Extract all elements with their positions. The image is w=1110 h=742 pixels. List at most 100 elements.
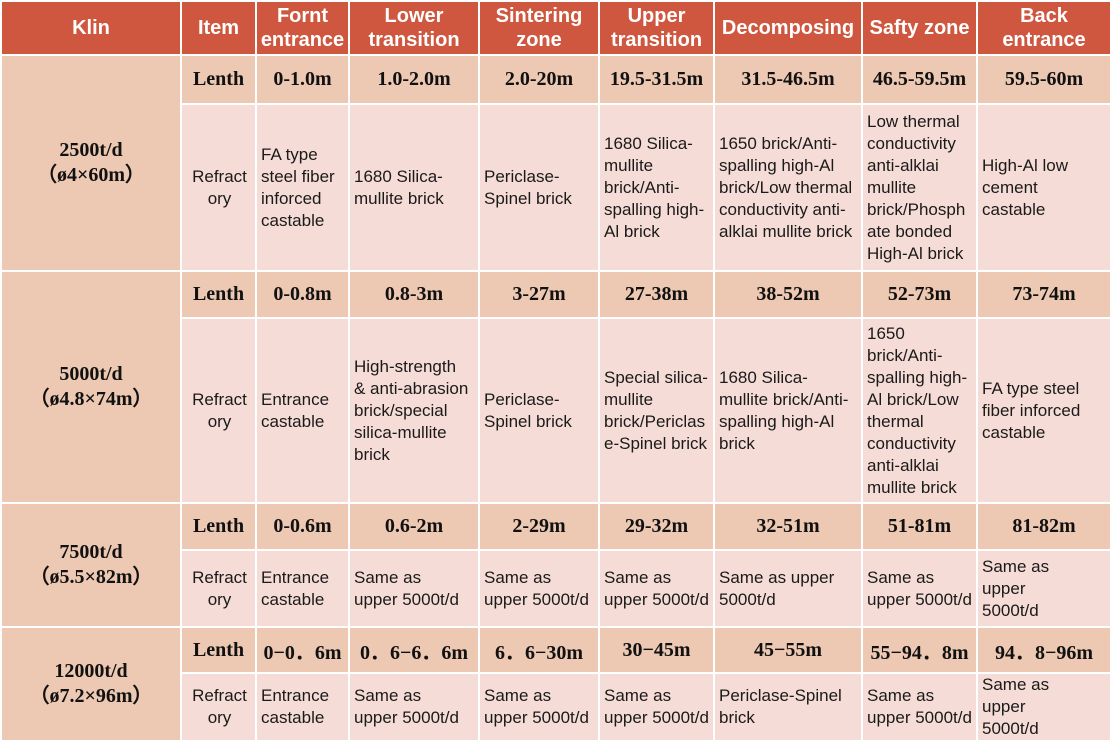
text-line: brick [719,708,755,727]
text-line: entrance [260,29,345,51]
length-upper-transition: 19.5-31.5m [598,54,715,105]
text-line: silica-mullite [354,422,447,442]
text-line: Item [197,17,240,39]
length-back-entrance: 59.5-60m [976,54,1110,105]
text-line: brick/Low thermal [719,177,853,197]
length-lower-transition: 0．6−6．6m [348,626,480,674]
header-safty-zone: Safty zone [861,0,978,56]
text-line: steel fiber [261,166,335,186]
length-safty-zone: 55−94．8m [861,626,978,674]
text-line: fiber inforced [982,400,1081,420]
text-line: Entrance [261,389,330,409]
length-decomposing: 45−55m [713,626,863,674]
refractory-front-entrance: Entrance castable [255,317,350,504]
length-upper-transition: 27-38m [598,270,715,319]
text-line: ate bonded [867,221,953,241]
header-decomposing: Decomposing [713,0,863,56]
text-line: entrance [1002,29,1086,51]
text-line: Lower [384,5,444,27]
text-line: conductivity [867,433,956,453]
text-line: Sintering [495,5,583,27]
refractory-upper-transition: Same as upper 5000t/d [598,549,715,628]
text-line: mullite brick/Anti- [719,389,849,409]
length-lower-transition: 0.8-3m [348,270,480,319]
text-line: anti-alklai [867,455,939,475]
header-sintering-zone: Sintering zone [478,0,600,56]
text-line: 5000t/d [982,600,1039,620]
text-line: inforced [261,188,322,208]
text-line: Periclase-Spinel [719,686,842,705]
text-line: High-Al brick [867,243,964,263]
refractory-safty-zone: Same as upper 5000t/d [861,672,978,742]
text-line: Same as [484,567,552,587]
refractory-decomposing: 1680 Silica-mullite brick/Anti-spalling … [713,317,863,504]
refractory-lower-transition: High-strength & anti-abrasion brick/specia… [348,317,480,504]
refractory-row: Refract ory Entrance castable High-strength &… [1,317,1110,504]
text-line: upper 5000t/d [604,589,709,609]
refractory-lower-transition: Same as upper 5000t/d [348,672,480,742]
length-upper-transition: 30−45m [598,626,715,674]
text-line: upper 5000t/d [354,589,459,609]
text-line: 12000t/d [54,660,128,682]
text-line: Same as [354,686,422,705]
text-line: upper 5000t/d [484,708,589,727]
length-label: Lenth [180,626,257,674]
text-line: brick/Anti- [604,177,680,197]
text-line: Fornt [276,5,329,27]
text-line: castable [261,411,325,431]
text-line: Refract [192,567,247,587]
length-label: Lenth [180,270,257,319]
text-line: Refract [192,686,247,705]
text-line: Same as [982,675,1050,694]
text-line: Safty zone [869,17,970,39]
length-row: 7500t/d （ø5.5×82m） Lenth 0-0.6m 0.6-2m 2-29m 2… [0,502,1110,628]
length-label: Lenth [180,54,257,105]
text-line: Same as [982,556,1050,576]
length-decomposing: 38-52m [713,270,863,319]
text-line: mullite [867,177,917,197]
refractory-front-entrance: FA type steel fiber inforced castable [255,103,350,272]
refractory-sintering-zone: Same as upper 5000t/d [478,672,600,742]
refractory-sintering-zone: Same as upper 5000t/d [478,549,600,628]
text-line: spalling high- [867,367,968,387]
header-lower-transition: Lower transition [348,0,480,56]
text-line: mullite [604,389,654,409]
text-line: Entrance [261,567,330,587]
text-line: （ø7.2×96m） [29,685,153,707]
text-line: （ø4×60m） [36,164,146,186]
refractory-label: Refract ory [180,317,257,504]
text-line: ory [207,589,232,609]
text-line: brick/Anti- [867,345,943,365]
header-back-entrance: Back entrance [976,0,1110,56]
text-line: High-strength [354,356,457,376]
refractory-front-entrance: Entrance castable [255,549,350,628]
text-line: ory [207,188,232,208]
text-line: Same as [484,686,552,705]
text-line: Spinel brick [484,411,572,431]
length-sintering-zone: 6．6−30m [478,626,600,674]
length-back-entrance: 81-82m [976,502,1110,551]
text-line: Klin [72,17,110,39]
text-line: 1680 Silica- [604,133,693,153]
length-safty-zone: 52-73m [861,270,978,319]
text-line: Same as [867,567,935,587]
text-line: upper 5000t/d [867,708,972,727]
refractory-lower-transition: 1680 Silica-mullite brick [348,103,480,272]
text-line: & anti-abrasion [354,378,469,398]
text-line: （ø4.8×74m） [29,388,153,410]
text-line: upper [982,578,1026,598]
length-decomposing: 32-51m [713,502,863,551]
refractory-decomposing: Periclase-Spinel brick [713,672,863,742]
length-lower-transition: 0.6-2m [348,502,480,551]
kiln-capacity-cell: 12000t/d （ø7.2×96m） [0,626,182,742]
header-upper-transition: Upper transition [598,0,715,56]
refractory-label: Refract ory [180,103,257,272]
length-sintering-zone: 2-29m [478,502,600,551]
text-line: zone [516,29,562,51]
text-line: 2500t/d [59,139,123,161]
text-line: spalling high-Al [719,155,835,175]
length-front-entrance: 0−0．6m [255,626,350,674]
length-safty-zone: 51-81m [861,502,978,551]
refractory-back-entrance: Same as upper 5000t/d [976,549,1110,628]
text-line: Same as [354,567,422,587]
